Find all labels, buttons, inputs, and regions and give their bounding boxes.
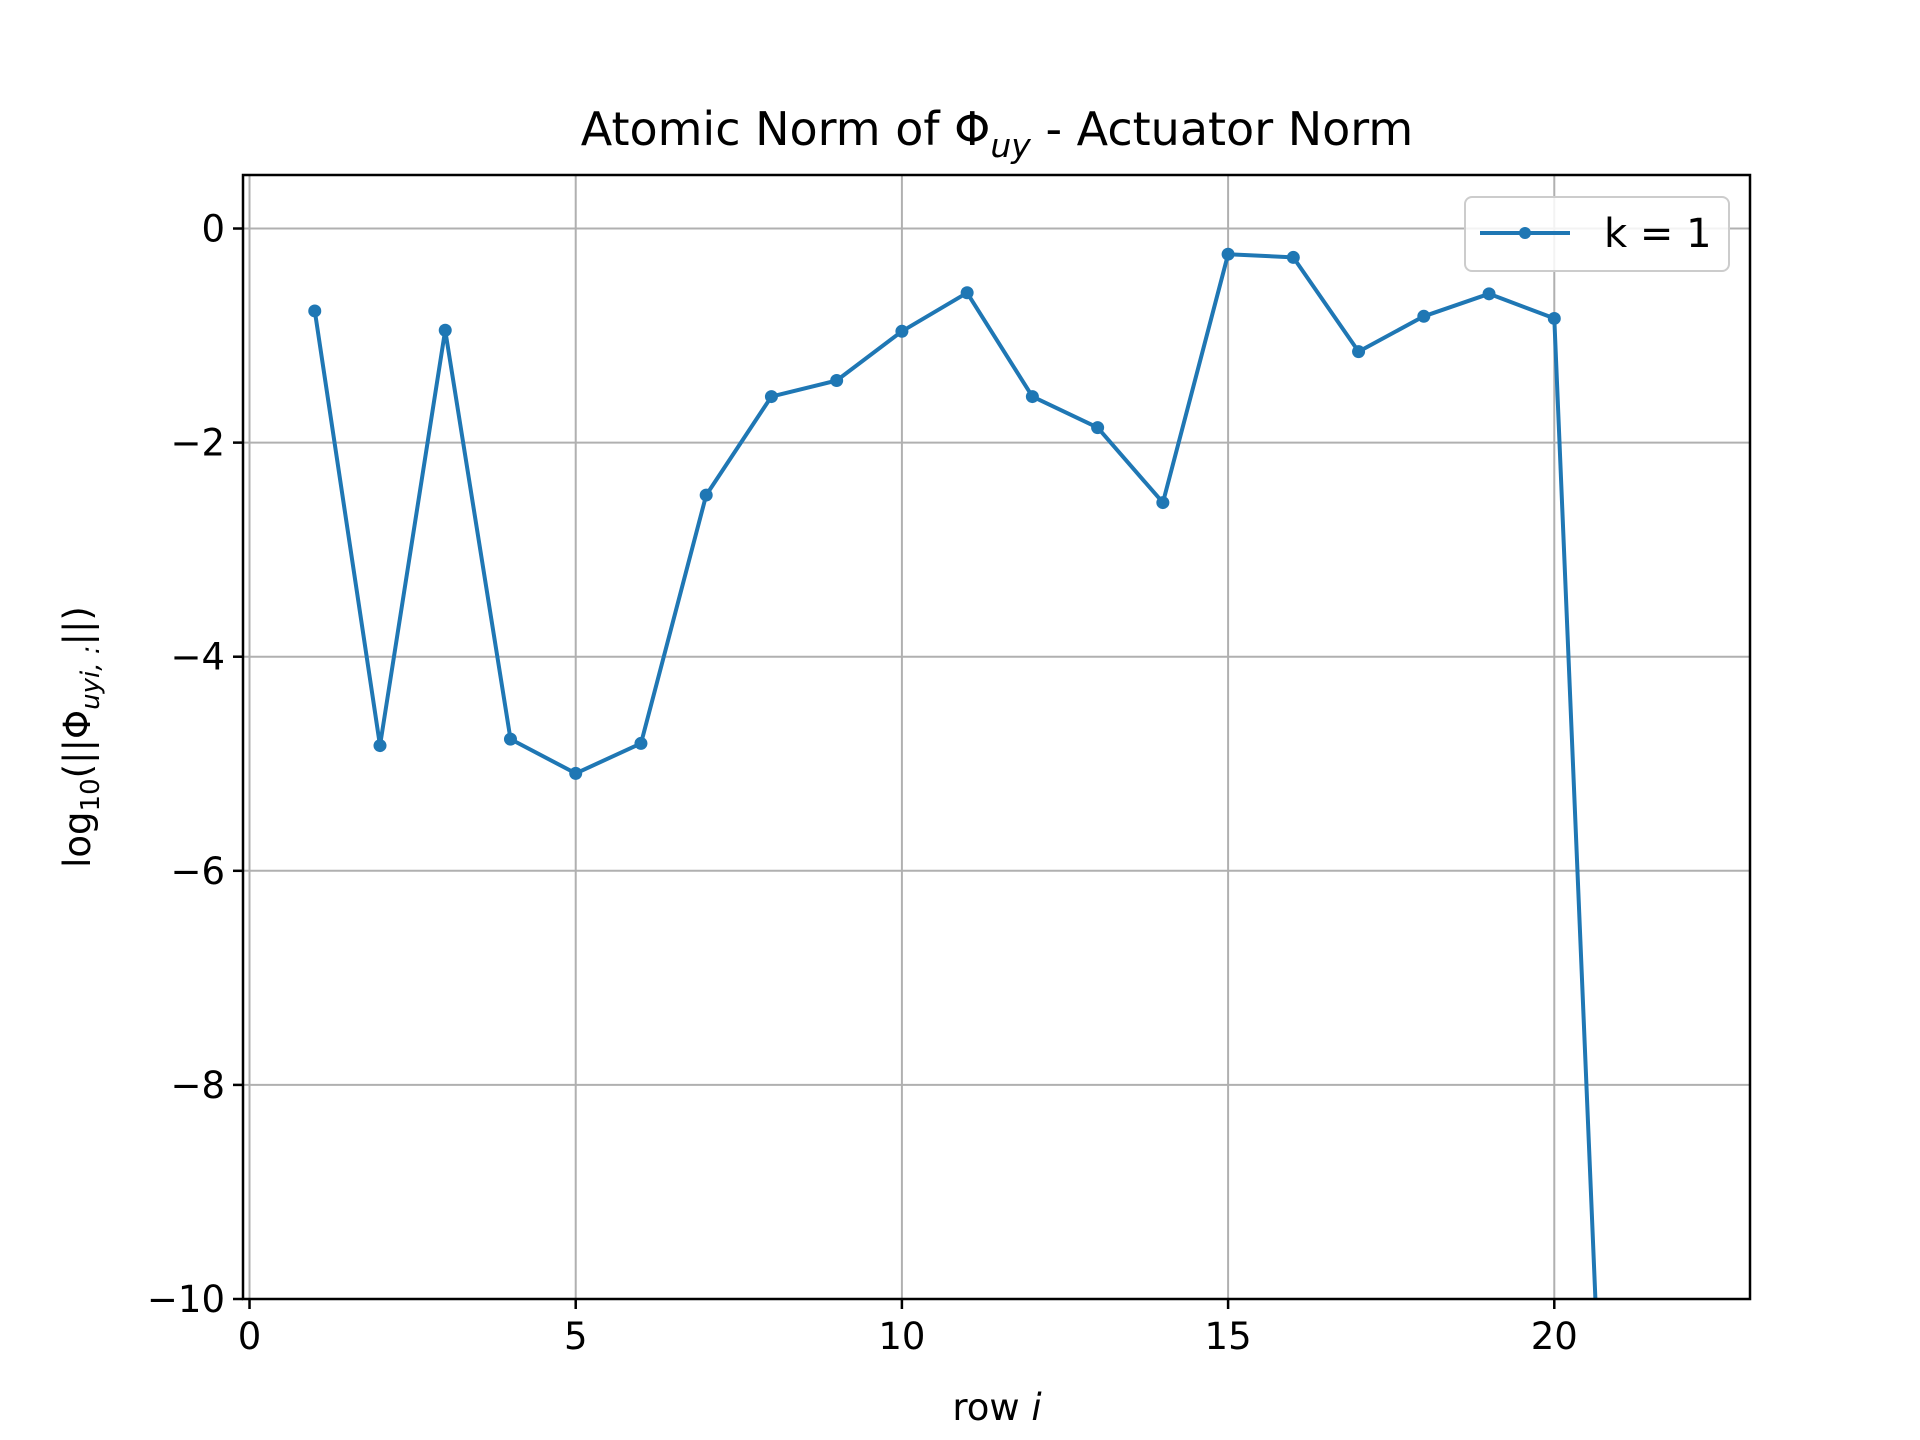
y-tick-label: −2 — [170, 422, 225, 465]
y-tick-label: −8 — [170, 1064, 225, 1107]
data-point — [503, 732, 517, 746]
chart-title-subscript: uy — [990, 126, 1031, 165]
chart-title: Atomic Norm of Φuy - Actuator Norm — [581, 102, 1413, 165]
x-tick-label: 20 — [1531, 1315, 1578, 1358]
x-tick-label: 0 — [238, 1315, 262, 1358]
y-axis-label-phi-sub: uyi, : — [76, 645, 106, 709]
legend-box — [1464, 196, 1730, 272]
data-point — [764, 390, 778, 404]
data-point — [1156, 496, 1170, 510]
legend-marker — [1519, 227, 1531, 239]
data-point — [1025, 390, 1039, 404]
data-point — [438, 323, 452, 337]
x-tick-label: 5 — [564, 1315, 588, 1358]
plot-frame — [241, 173, 1752, 1301]
x-tick-label: 15 — [1205, 1315, 1252, 1358]
data-point — [699, 488, 713, 502]
y-axis-label: log10(||Φuyi, :||) — [56, 606, 106, 868]
y-axis-label-log: log — [56, 811, 99, 867]
chart-title-main: Atomic Norm of Φ — [581, 102, 991, 156]
data-point — [308, 304, 322, 318]
x-axis-label-var: i — [1031, 1386, 1042, 1429]
data-point — [895, 324, 909, 338]
data-point — [1221, 247, 1235, 261]
x-axis-label-main: row — [952, 1386, 1031, 1429]
y-axis-label-open: (||Φ — [56, 710, 99, 779]
x-axis-label: row i — [952, 1386, 1042, 1429]
y-tick-label: −10 — [147, 1278, 225, 1321]
legend: k = 1 — [1464, 196, 1730, 272]
data-point — [634, 736, 648, 750]
data-point — [960, 286, 974, 300]
y-tick-label: −6 — [170, 850, 225, 893]
chart-title-rest: - Actuator Norm — [1031, 102, 1413, 156]
x-tick-label: 10 — [878, 1315, 925, 1358]
ticks: 0 5 10 15 20 0 −2 −4 −6 −8 −10 — [147, 208, 1578, 1358]
data-point — [1091, 421, 1105, 435]
data-point — [1547, 311, 1561, 325]
y-tick-label: −4 — [170, 636, 225, 679]
data-point — [569, 766, 583, 780]
y-tick-label: 0 — [201, 208, 225, 251]
data-point — [830, 374, 844, 388]
data-point — [1417, 309, 1431, 323]
legend-label: k = 1 — [1604, 211, 1712, 257]
series-layer — [308, 247, 1598, 1300]
data-point — [1352, 345, 1366, 359]
y-axis-label-close: ||) — [56, 606, 99, 645]
data-point — [1286, 250, 1300, 264]
data-point — [1482, 287, 1496, 301]
data-point — [373, 739, 387, 753]
y-axis-label-log-base: 10 — [76, 778, 106, 811]
